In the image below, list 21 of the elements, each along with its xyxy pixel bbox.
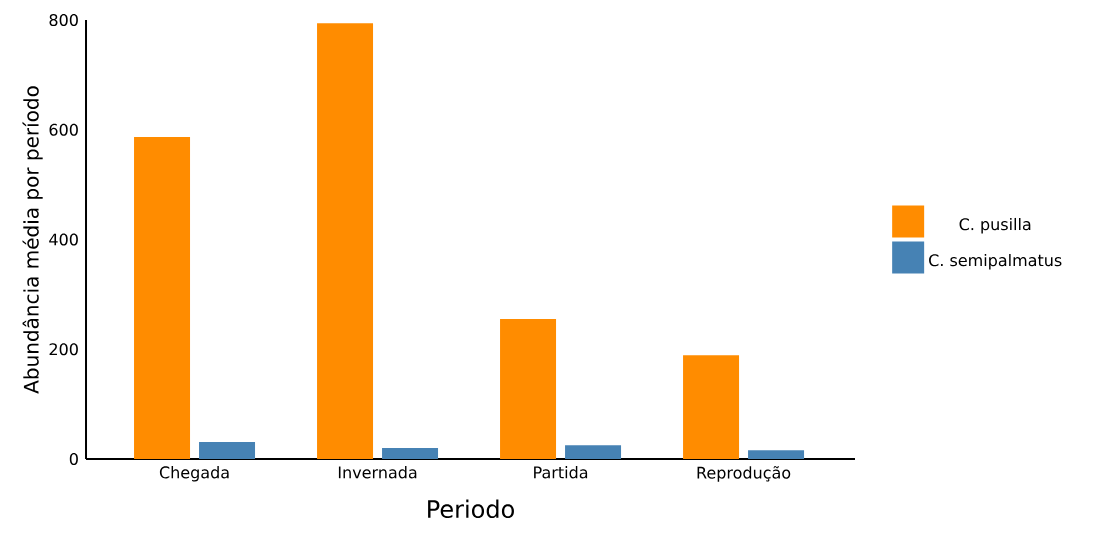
bar <box>134 136 191 459</box>
bar <box>683 355 740 459</box>
bar <box>317 23 374 459</box>
x-tick-label: Chegada <box>159 466 229 482</box>
y-tick-label: 600 <box>49 123 78 136</box>
bar <box>565 445 622 459</box>
y-tick-label: 800 <box>49 13 78 27</box>
x-tick-label: Partida <box>534 466 588 479</box>
y-tick-label: 200 <box>49 343 78 356</box>
x-tick-label: Reprodução <box>697 466 791 482</box>
bar <box>382 448 439 459</box>
legend-label: C. pusilla <box>959 217 1031 234</box>
bar <box>500 319 557 459</box>
x-tick-label: Invernada <box>338 466 417 479</box>
y-axis-title: Abundância média por período <box>22 86 43 394</box>
bar <box>748 450 805 459</box>
y-tick-label: 0 <box>69 452 78 466</box>
bar <box>199 441 256 459</box>
y-tick-label: 400 <box>49 233 78 246</box>
legend-label: C. semipalmatus <box>929 253 1062 270</box>
x-axis-title: Periodo <box>428 499 514 519</box>
